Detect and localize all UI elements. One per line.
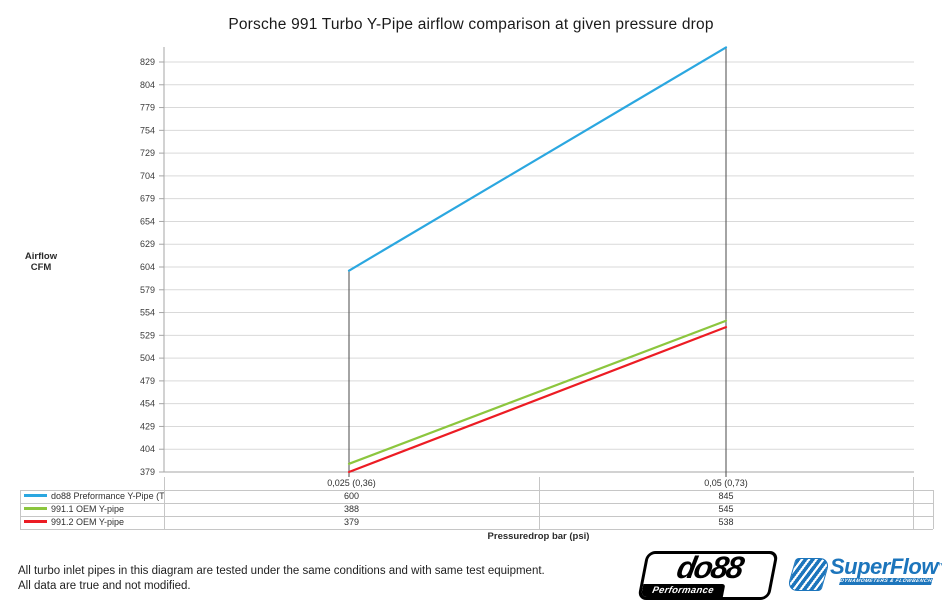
series-line bbox=[347, 319, 728, 465]
series-line bbox=[347, 46, 728, 272]
table-value-cell: 545 bbox=[718, 504, 734, 514]
table-value-cell: 379 bbox=[343, 517, 360, 527]
legend-label: 991.1 OEM Y-pipe bbox=[51, 504, 125, 514]
x-axis-title: Pressuredrop bar (psi) bbox=[487, 531, 590, 542]
y-tick-label: 779 bbox=[140, 103, 155, 113]
table-header-cell: 0,05 (0,73) bbox=[704, 478, 748, 488]
series-line bbox=[347, 326, 728, 474]
table-value-cell: 388 bbox=[343, 504, 360, 514]
y-tick-label: 629 bbox=[140, 239, 155, 249]
y-tick-label: 479 bbox=[140, 376, 155, 386]
table-border-h bbox=[20, 529, 933, 530]
footer-note: All turbo inlet pipes in this diagram ar… bbox=[18, 564, 545, 594]
do88-logo-text: do88 bbox=[673, 551, 746, 585]
table-border-v bbox=[539, 477, 540, 529]
line-chart: 829 804 779 754 729 704 679 654 629 604 579 554 529 5… bbox=[140, 46, 914, 477]
table-border-v bbox=[933, 490, 934, 529]
do88-logo-subtext: Performance bbox=[640, 584, 726, 597]
y-tick-label: 379 bbox=[140, 467, 155, 477]
table-header-cell: 0,025 (0,36) bbox=[327, 478, 376, 488]
legend-key-line bbox=[24, 494, 47, 497]
y-tick-label: 404 bbox=[140, 444, 155, 454]
y-tick-label: 554 bbox=[140, 308, 155, 318]
table-border-h bbox=[20, 490, 933, 491]
table-value-cell: 845 bbox=[718, 491, 734, 501]
footer-line-2: All data are true and not modified. bbox=[18, 580, 191, 592]
superflow-swoosh-icon bbox=[786, 558, 831, 591]
table-border-v bbox=[913, 477, 914, 529]
y-tick-label: 429 bbox=[140, 421, 155, 431]
y-tick-label: 829 bbox=[140, 57, 155, 67]
y-tick-label: 679 bbox=[140, 194, 155, 204]
do88-logo: do88 Performance bbox=[637, 551, 779, 600]
legend-key-line bbox=[24, 507, 47, 510]
table-value-cell: 600 bbox=[343, 491, 360, 501]
y-tick-label: 504 bbox=[140, 353, 155, 363]
table-border-h bbox=[20, 516, 933, 517]
y-tick-label: 704 bbox=[140, 171, 155, 181]
y-tick-label: 729 bbox=[140, 148, 155, 158]
trademark-symbol: ™ bbox=[937, 563, 942, 570]
legend-cell: 991.1 OEM Y-pipe bbox=[22, 503, 164, 516]
y-tick-label: 654 bbox=[140, 216, 155, 226]
y-tick-label: 804 bbox=[140, 80, 155, 90]
y-axis-title: Airflow CFM bbox=[24, 251, 58, 273]
table-border-v bbox=[164, 477, 165, 529]
y-tick-label: 604 bbox=[140, 262, 155, 272]
legend-label: do88 Preformance Y-Pipe (TR-200) bbox=[51, 491, 164, 501]
superflow-logo-subtext: DYNAMOMETERS & FLOWBENCHES bbox=[838, 578, 941, 585]
legend-cell: 991.2 OEM Y-pipe bbox=[22, 516, 164, 529]
table-border-h bbox=[20, 503, 933, 504]
y-tick-label: 754 bbox=[140, 125, 155, 135]
table-value-cell: 538 bbox=[718, 517, 734, 527]
legend-cell: do88 Preformance Y-Pipe (TR-200) bbox=[22, 490, 164, 503]
superflow-logo: SuperFlow™ DYNAMOMETERS & FLOWBENCHES bbox=[786, 554, 942, 591]
legend-label: 991.2 OEM Y-pipe bbox=[51, 517, 125, 527]
y-tick-label: 579 bbox=[140, 285, 155, 295]
table-border-v bbox=[20, 490, 21, 529]
superflow-logo-text: SuperFlow bbox=[830, 554, 938, 579]
y-tick-label: 454 bbox=[140, 399, 155, 409]
legend-key-line bbox=[24, 520, 47, 523]
chart-title: Porsche 991 Turbo Y-Pipe airflow compari… bbox=[228, 16, 714, 33]
y-tick-label: 529 bbox=[140, 330, 155, 340]
footer-line-1: All turbo inlet pipes in this diagram ar… bbox=[18, 565, 545, 577]
